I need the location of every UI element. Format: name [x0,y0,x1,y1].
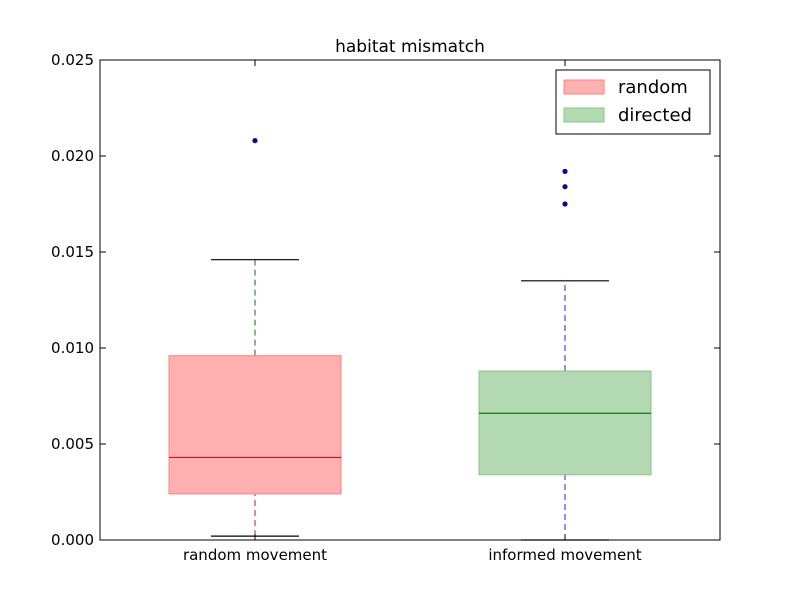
iqr-box [168,355,342,495]
iqr-box [478,370,652,476]
legend-label: random [618,77,688,98]
y-tick-label: 0.010 [51,339,94,357]
axes: 0.000 0.005 0.010 0.015 0.020 0.025 random mov… [51,51,721,564]
box-group [168,138,342,537]
outlier-point [562,201,568,207]
y-tick-label: 0.015 [51,243,94,261]
outlier-point [562,168,568,174]
x-tick-label: informed movement [488,546,641,564]
legend-swatch [563,79,605,95]
outlier-point [562,184,568,190]
y-tick-label: 0.005 [51,435,94,453]
y-tick-label: 0.020 [51,147,94,165]
plot-area [168,138,652,541]
x-tick-label: random movement [183,546,327,564]
legend-label: directed [618,105,692,126]
box-group [478,168,652,541]
chart-title: habitat mismatch [335,37,485,57]
legend-swatch [563,107,605,123]
y-tick-label: 0.025 [51,51,94,69]
legend: random directed [555,69,711,135]
outlier-point [252,138,258,144]
y-tick-label: 0.000 [51,531,94,549]
axes-frame [99,59,721,541]
